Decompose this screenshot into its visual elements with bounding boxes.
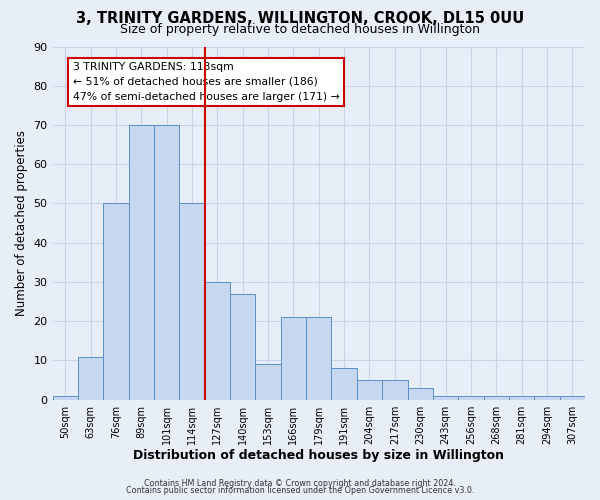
Bar: [357, 380, 382, 400]
Bar: [256, 364, 281, 400]
Bar: [433, 396, 458, 400]
Bar: [382, 380, 407, 400]
Bar: [484, 396, 509, 400]
Bar: [407, 388, 433, 400]
Y-axis label: Number of detached properties: Number of detached properties: [15, 130, 28, 316]
Text: Contains public sector information licensed under the Open Government Licence v3: Contains public sector information licen…: [126, 486, 474, 495]
Bar: [128, 125, 154, 400]
Bar: [509, 396, 534, 400]
Bar: [230, 294, 256, 400]
Bar: [53, 396, 78, 400]
Text: Contains HM Land Registry data © Crown copyright and database right 2024.: Contains HM Land Registry data © Crown c…: [144, 478, 456, 488]
Bar: [154, 125, 179, 400]
Text: Size of property relative to detached houses in Willington: Size of property relative to detached ho…: [120, 22, 480, 36]
Text: 3 TRINITY GARDENS: 113sqm
← 51% of detached houses are smaller (186)
47% of semi: 3 TRINITY GARDENS: 113sqm ← 51% of detac…: [73, 62, 340, 102]
Bar: [458, 396, 484, 400]
Bar: [179, 204, 205, 400]
Bar: [331, 368, 357, 400]
Bar: [534, 396, 560, 400]
Bar: [103, 204, 128, 400]
Bar: [560, 396, 585, 400]
Bar: [78, 356, 103, 400]
Bar: [205, 282, 230, 400]
Text: 3, TRINITY GARDENS, WILLINGTON, CROOK, DL15 0UU: 3, TRINITY GARDENS, WILLINGTON, CROOK, D…: [76, 11, 524, 26]
X-axis label: Distribution of detached houses by size in Willington: Distribution of detached houses by size …: [133, 450, 504, 462]
Bar: [306, 318, 331, 400]
Bar: [281, 318, 306, 400]
